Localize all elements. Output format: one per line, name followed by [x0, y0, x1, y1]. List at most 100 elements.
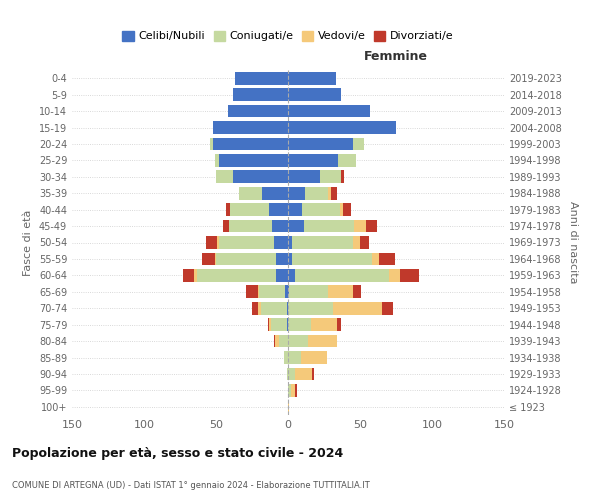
- Bar: [287, 368, 288, 380]
- Bar: [216, 170, 233, 183]
- Bar: [260, 302, 287, 314]
- Bar: [288, 269, 295, 282]
- Bar: [353, 138, 364, 150]
- Bar: [366, 220, 377, 232]
- Legend: Celibi/Nubili, Coniugati/e, Vedovi/e, Divorziati/e: Celibi/Nubili, Coniugati/e, Vedovi/e, Di…: [119, 28, 457, 44]
- Bar: [183, 269, 194, 282]
- Bar: [353, 286, 361, 298]
- Bar: [302, 203, 340, 216]
- Bar: [332, 302, 382, 314]
- Bar: [288, 334, 308, 347]
- Bar: [353, 236, 360, 249]
- Bar: [288, 154, 338, 167]
- Bar: [379, 252, 395, 266]
- Bar: [288, 400, 289, 413]
- Bar: [216, 252, 277, 266]
- Bar: [287, 318, 288, 331]
- Bar: [233, 170, 288, 183]
- Y-axis label: Anni di nascita: Anni di nascita: [568, 201, 578, 284]
- Bar: [284, 351, 288, 364]
- Bar: [215, 154, 219, 167]
- Bar: [313, 368, 314, 380]
- Bar: [262, 187, 288, 200]
- Bar: [287, 302, 288, 314]
- Bar: [288, 121, 396, 134]
- Bar: [288, 72, 335, 85]
- Bar: [213, 138, 288, 150]
- Bar: [275, 334, 280, 347]
- Bar: [288, 351, 301, 364]
- Bar: [274, 236, 288, 249]
- Bar: [328, 286, 353, 298]
- Bar: [295, 269, 389, 282]
- Bar: [338, 154, 356, 167]
- Bar: [295, 368, 313, 380]
- Bar: [280, 334, 288, 347]
- Bar: [288, 286, 289, 298]
- Bar: [217, 236, 219, 249]
- Bar: [215, 252, 216, 266]
- Bar: [341, 170, 344, 183]
- Bar: [343, 203, 352, 216]
- Bar: [252, 302, 258, 314]
- Bar: [288, 384, 291, 397]
- Bar: [268, 318, 269, 331]
- Bar: [272, 220, 288, 232]
- Bar: [305, 187, 328, 200]
- Bar: [288, 203, 302, 216]
- Bar: [229, 220, 272, 232]
- Bar: [389, 269, 400, 282]
- Bar: [210, 138, 213, 150]
- Bar: [371, 252, 379, 266]
- Bar: [382, 302, 393, 314]
- Bar: [360, 236, 368, 249]
- Bar: [194, 269, 197, 282]
- Bar: [288, 170, 320, 183]
- Bar: [292, 236, 353, 249]
- Bar: [288, 138, 353, 150]
- Bar: [400, 269, 419, 282]
- Bar: [331, 187, 337, 200]
- Bar: [301, 351, 327, 364]
- Bar: [269, 203, 288, 216]
- Bar: [277, 269, 288, 282]
- Bar: [354, 220, 366, 232]
- Bar: [311, 318, 337, 331]
- Bar: [239, 187, 262, 200]
- Bar: [235, 72, 288, 85]
- Bar: [206, 236, 217, 249]
- Bar: [197, 269, 277, 282]
- Bar: [328, 187, 331, 200]
- Bar: [288, 236, 292, 249]
- Bar: [277, 252, 288, 266]
- Bar: [340, 203, 343, 216]
- Bar: [274, 334, 275, 347]
- Bar: [308, 334, 337, 347]
- Bar: [213, 121, 288, 134]
- Bar: [292, 252, 371, 266]
- Bar: [289, 286, 328, 298]
- Bar: [227, 104, 288, 118]
- Bar: [295, 384, 296, 397]
- Bar: [271, 318, 287, 331]
- Text: Femmine: Femmine: [364, 50, 428, 63]
- Bar: [285, 286, 288, 298]
- Text: Popolazione per età, sesso e stato civile - 2024: Popolazione per età, sesso e stato civil…: [12, 448, 343, 460]
- Bar: [269, 318, 271, 331]
- Bar: [288, 318, 311, 331]
- Bar: [304, 220, 354, 232]
- Bar: [337, 318, 341, 331]
- Bar: [219, 236, 274, 249]
- Bar: [288, 368, 295, 380]
- Bar: [258, 286, 259, 298]
- Bar: [288, 187, 305, 200]
- Text: COMUNE DI ARTEGNA (UD) - Dati ISTAT 1° gennaio 2024 - Elaborazione TUTTITALIA.IT: COMUNE DI ARTEGNA (UD) - Dati ISTAT 1° g…: [12, 480, 370, 490]
- Bar: [288, 302, 332, 314]
- Bar: [233, 88, 288, 101]
- Bar: [219, 154, 288, 167]
- Bar: [320, 170, 341, 183]
- Bar: [246, 286, 258, 298]
- Bar: [288, 88, 341, 101]
- Bar: [291, 384, 295, 397]
- Bar: [226, 203, 230, 216]
